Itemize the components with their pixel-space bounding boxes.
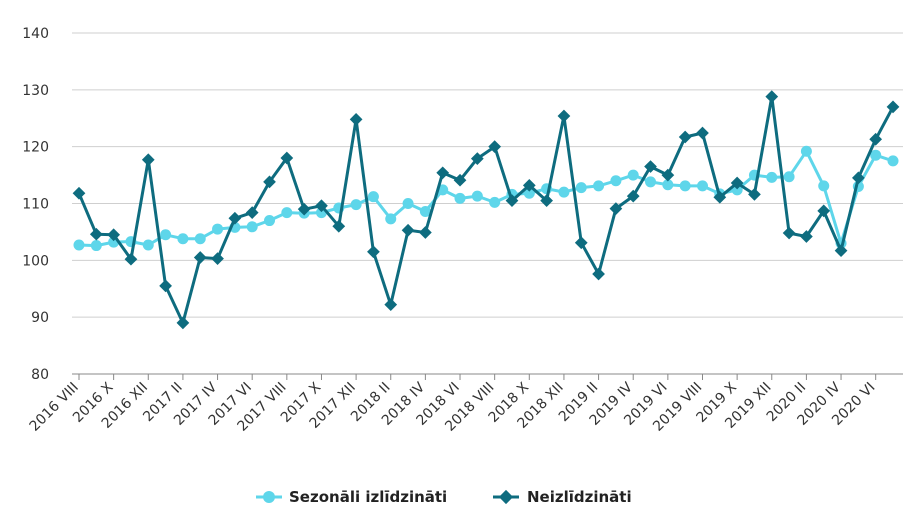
data-point[interactable] [142,239,154,251]
y-tick-label-100: 100 [22,253,49,269]
data-point[interactable] [592,267,605,281]
data-point[interactable] [644,160,657,173]
data-point[interactable] [350,199,362,211]
data-point[interactable] [419,205,431,217]
data-point[interactable] [73,239,85,251]
data-point[interactable] [89,227,103,241]
grid-lines [72,32,903,375]
data-point[interactable] [194,233,206,245]
data-point[interactable] [367,191,379,203]
data-point[interactable] [610,175,622,187]
data-point[interactable] [385,213,397,225]
data-point[interactable] [315,199,328,213]
data-point[interactable] [523,187,535,199]
data-point[interactable] [593,180,605,192]
data-point[interactable] [177,233,189,245]
data-point[interactable] [176,316,190,330]
legend-marker-unadjusted [498,489,514,505]
data-point[interactable] [696,126,709,140]
data-point[interactable] [141,153,155,167]
data-point[interactable] [870,149,882,161]
y-tick-label-110: 110 [22,197,49,213]
data-point[interactable] [160,229,172,241]
data-point[interactable] [765,90,779,104]
data-point[interactable] [367,245,380,259]
legend-marker-seasonally-adjusted [263,491,275,503]
data-point[interactable] [228,211,242,225]
y-tick-label-140: 140 [22,26,49,42]
data-point[interactable] [159,279,172,293]
data-point[interactable] [662,179,674,191]
x-tick-label-0: 2016 VIII [27,380,82,435]
data-point[interactable] [558,186,570,198]
data-point[interactable] [505,194,519,208]
data-point[interactable] [212,223,224,235]
data-point[interactable] [557,109,571,123]
series-line-0 [78,149,894,248]
data-point[interactable] [818,180,830,192]
data-point[interactable] [349,113,363,126]
data-point[interactable] [782,226,796,240]
data-point[interactable] [645,176,657,188]
data-point[interactable] [193,251,207,264]
series-line-1 [77,95,895,325]
data-point[interactable] [661,168,675,182]
data-point[interactable] [887,155,899,167]
legend: Sezonāli izlīdzināti Neizlīdzināti [256,488,632,506]
data-point[interactable] [297,202,311,216]
legend-label-unadjusted: Neizlīdzināti [527,488,632,506]
y-tick-label-130: 130 [22,83,49,99]
data-point[interactable] [281,207,293,219]
data-point[interactable] [696,180,708,192]
data-point[interactable] [264,215,276,227]
y-axis-tick-labels: 80 90 100 110 120 130 140 [22,26,49,383]
data-point[interactable] [679,180,691,192]
data-point[interactable] [869,132,883,146]
data-point[interactable] [766,171,778,183]
data-point[interactable] [488,140,502,154]
data-point[interactable] [627,169,639,181]
data-point[interactable] [783,171,795,183]
legend-label-seasonally-adjusted: Sezonāli izlīdzināti [289,488,447,506]
data-point[interactable] [436,166,450,180]
y-tick-label-90: 90 [31,310,49,326]
data-point[interactable] [107,228,121,242]
data-point[interactable] [678,130,692,144]
series-0 [73,145,899,252]
data-point[interactable] [401,223,415,237]
series-group [72,90,900,330]
data-point[interactable] [886,100,900,114]
y-tick-label-120: 120 [22,140,49,156]
data-point[interactable] [851,171,865,185]
legend-item-seasonally-adjusted[interactable]: Sezonāli izlīdzināti [256,488,447,506]
data-point[interactable] [246,221,258,233]
data-point[interactable] [574,236,588,250]
data-point[interactable] [454,192,466,204]
legend-item-unadjusted[interactable]: Neizlīdzināti [493,488,632,506]
series-1 [72,90,900,330]
data-point[interactable] [280,151,294,165]
data-point[interactable] [800,145,812,157]
data-point[interactable] [470,152,484,165]
data-point[interactable] [419,226,432,239]
data-point[interactable] [489,196,501,208]
data-point[interactable] [263,175,276,189]
data-point[interactable] [72,186,86,200]
data-point[interactable] [384,298,398,312]
y-tick-label-80: 80 [31,367,49,383]
data-point[interactable] [211,252,224,265]
data-point[interactable] [471,190,483,202]
data-point[interactable] [402,198,414,209]
data-point[interactable] [575,182,587,194]
data-point[interactable] [245,206,259,219]
data-point[interactable] [453,173,467,187]
data-point[interactable] [332,219,346,233]
data-point[interactable] [90,240,102,252]
